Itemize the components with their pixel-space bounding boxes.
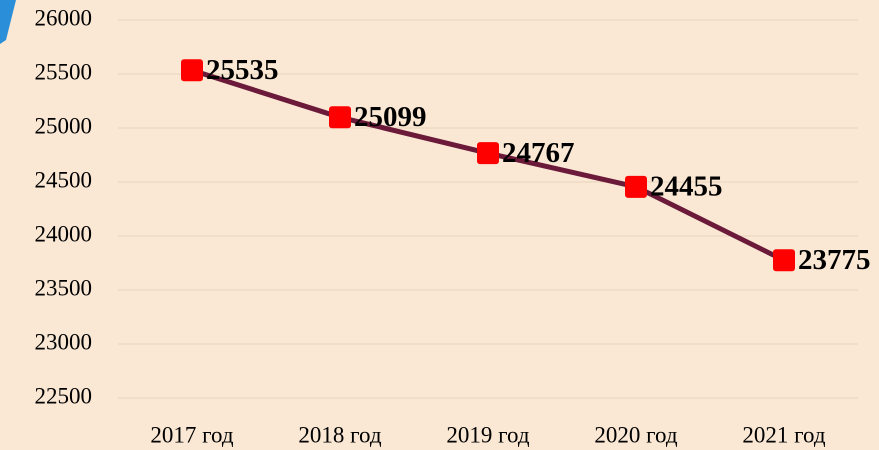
marker [329,106,351,129]
data-label: 24767 [502,137,575,169]
x-tick-label: 2018 год [298,422,381,447]
y-tick-label: 23500 [35,275,93,300]
data-label: 24455 [650,171,723,203]
y-tick-label: 23000 [35,329,93,354]
corner-decoration [0,0,16,44]
y-tick-label: 25000 [35,113,93,138]
x-tick-label: 2017 год [150,422,233,447]
data-label: 23775 [798,244,871,276]
x-tick-label: 2020 год [594,422,677,447]
y-tick-label: 24500 [35,167,93,192]
y-tick-label: 24000 [35,221,93,246]
y-tick-label: 26000 [35,5,93,30]
x-tick-label: 2019 год [446,422,529,447]
x-tick-label: 2021 год [742,422,825,447]
marker [625,175,647,198]
y-tick-label: 25500 [35,59,93,84]
data-label: 25535 [206,54,279,86]
marker [773,249,795,272]
marker [477,142,499,165]
marker [181,59,203,82]
y-tick-label: 22500 [35,383,93,408]
data-label: 25099 [354,101,427,133]
